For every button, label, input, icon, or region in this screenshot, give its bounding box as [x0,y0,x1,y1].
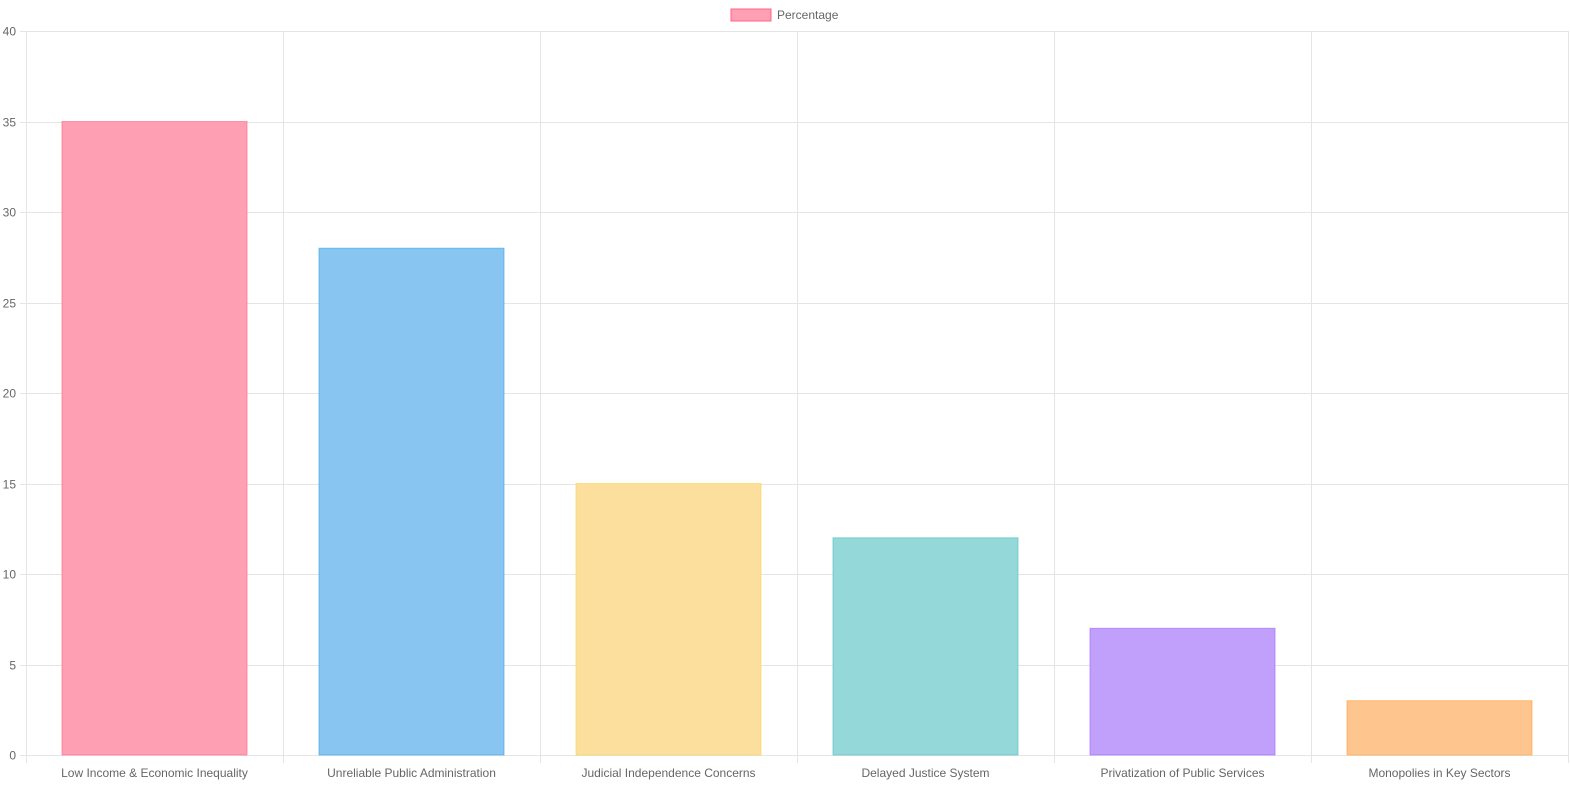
y-axis-ticks: 0 5 10 15 20 25 30 35 40 [3,25,17,763]
bar[interactable] [1089,627,1276,756]
y-tick-label: 0 [9,749,16,763]
bar[interactable] [61,121,248,756]
x-tick-label: Delayed Justice System [861,766,989,780]
legend[interactable]: Percentage [730,8,839,22]
y-tick-label: 5 [9,659,16,673]
x-tick-label: Privatization of Public Services [1100,766,1264,780]
x-tick-label: Monopolies in Key Sectors [1368,766,1510,780]
grid-lines [20,31,1569,763]
bar[interactable] [832,537,1019,756]
x-axis-ticks: Low Income & Economic Inequality Unreliab… [61,766,1510,780]
y-tick-label: 15 [3,478,17,492]
y-tick-label: 25 [3,297,17,311]
y-tick-label: 40 [3,25,17,39]
bar[interactable] [575,483,762,756]
y-tick-label: 35 [3,116,17,130]
legend-swatch [730,8,772,22]
bars [61,121,1533,756]
x-tick-label: Low Income & Economic Inequality [61,766,248,780]
y-tick-label: 10 [3,568,17,582]
y-tick-label: 30 [3,206,17,220]
bar[interactable] [1346,700,1533,756]
y-tick-label: 20 [3,387,17,401]
legend-label: Percentage [777,8,839,22]
x-tick-label: Judicial Independence Concerns [581,766,755,780]
bar[interactable] [318,247,505,756]
x-tick-label: Unreliable Public Administration [327,766,496,780]
